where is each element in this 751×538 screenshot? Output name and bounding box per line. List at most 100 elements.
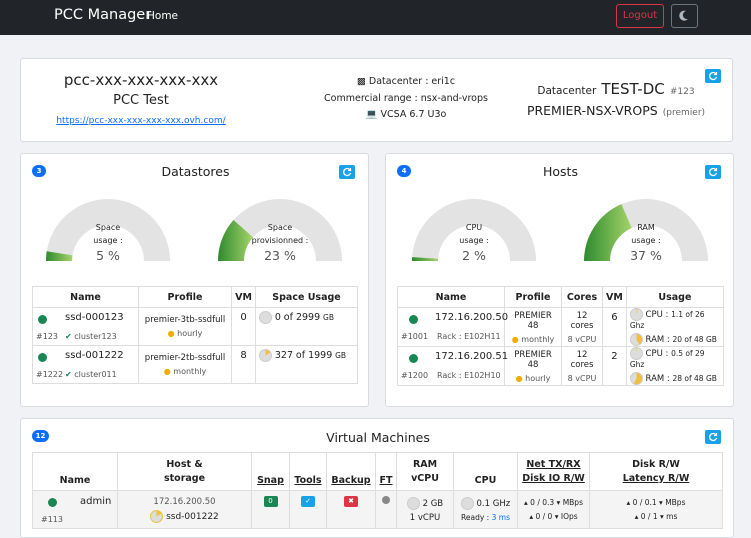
laptop-icon: 💻 [365, 109, 381, 120]
vm-host[interactable]: 172.16.200.50 [153, 496, 216, 507]
gauge-track [218, 199, 342, 261]
snap-count-badge[interactable]: 0 [263, 496, 278, 507]
col-ram-vcpu[interactable]: RAM vCPU [396, 452, 454, 491]
vm-id: #113 [41, 514, 63, 524]
datastores-refresh-button[interactable] [339, 165, 355, 179]
vm-storage[interactable]: ssd-001222 [166, 511, 219, 522]
datastores-count-badge: 3 [32, 165, 46, 177]
host-billing: ● monthly [508, 335, 558, 344]
ram-label: RAM : [645, 374, 670, 384]
hosts-title: Hosts [543, 164, 578, 179]
cpu-value: 0.5 of 29 Ghz [629, 349, 705, 369]
host-rack: Rack : E102H10 [437, 371, 501, 380]
vms-refresh-button[interactable] [705, 430, 721, 444]
disk-header-line2: Latency R/W [622, 473, 690, 484]
status-ok-icon [38, 314, 47, 324]
col-name[interactable]: Name [397, 286, 505, 308]
col-name[interactable]: Name [32, 452, 118, 491]
table-row[interactable]: ssd-000123 #123 ✔ cluster123 premier-3tb… [32, 307, 358, 346]
col-ft[interactable]: FT [375, 452, 397, 491]
col-cores[interactable]: Cores [561, 286, 603, 308]
virtual-machines-card: 12 Virtual Machines Name Host & storage S… [20, 418, 734, 538]
space-usage-label1: Space [95, 223, 121, 232]
status-ok-icon [409, 315, 418, 324]
datastore-name[interactable]: ssd-000123 [65, 311, 124, 323]
dc-prefix: Datacenter [537, 85, 597, 97]
refresh-icon [709, 167, 718, 177]
host-id: #1200 [401, 371, 429, 380]
coin-icon: ● [163, 367, 174, 376]
cpu-pie-icon [629, 308, 643, 321]
datastore-billing: ● hourly [142, 329, 228, 338]
hosts-card: 4 Hosts CPU usage : 2 % RAM usage : 37 %… [385, 153, 734, 407]
backup-disabled-icon[interactable]: ✖ [344, 496, 358, 507]
dark-mode-button[interactable] [671, 4, 698, 28]
col-host-storage[interactable]: Host & storage [117, 452, 252, 491]
datastores-title: Datastores [161, 164, 230, 179]
coin-icon: ● [511, 334, 522, 344]
datastore-id: #123 [36, 331, 58, 341]
dc-id: #123 [669, 87, 695, 97]
gauge-fill [584, 204, 632, 261]
col-cpu[interactable]: CPU [453, 452, 518, 491]
table-row[interactable]: admin #113 172.16.200.50 ssd-001222 0 ✓ … [32, 490, 723, 529]
space-unit: GB [323, 313, 334, 322]
datastore-billing: ● monthly [142, 367, 228, 376]
ram-pie-icon [406, 496, 420, 510]
refresh-icon [343, 167, 352, 177]
col-vm[interactable]: VM [231, 286, 256, 308]
col-backup[interactable]: Backup [326, 452, 376, 491]
ft-status-icon [382, 496, 390, 504]
col-snap[interactable]: Snap [251, 452, 290, 491]
cpu-label: CPU : [645, 349, 669, 359]
col-space-usage[interactable]: Space Usage [255, 286, 358, 308]
nav-home-link[interactable]: Home [147, 10, 179, 22]
datastore-cluster: ✔ cluster123 [65, 332, 117, 341]
datastore-name[interactable]: ssd-001222 [65, 349, 124, 361]
col-net-disk-io[interactable]: Net TX/RX Disk IO R/W [517, 452, 590, 491]
host-header-line2: storage [163, 473, 206, 484]
vm-name[interactable]: admin [80, 495, 112, 507]
col-usage[interactable]: Usage [625, 286, 725, 308]
summary-card: pcc-xxx-xxx-xxx-xxx PCC Test https://pcc… [20, 58, 733, 142]
col-tools[interactable]: Tools [289, 452, 327, 491]
cluster-name: cluster011 [74, 369, 117, 379]
col-profile[interactable]: Profile [504, 286, 562, 308]
space-used: 327 [274, 350, 294, 361]
col-profile[interactable]: Profile [138, 286, 232, 308]
space-total: of 2999 [283, 312, 321, 323]
pcc-url-link[interactable]: https://pcc-xxx-xxx-xxx-xxx.ovh.com/ [56, 116, 226, 126]
table-row[interactable]: ssd-001222 #1222 ✔ cluster011 premier-2t… [32, 345, 358, 384]
dc-range-name: PREMIER-NSX-VROPS [526, 103, 658, 118]
space-provisioned-value: 23 % [264, 248, 296, 263]
col-name[interactable]: Name [32, 286, 139, 308]
cluster-name: cluster123 [74, 331, 117, 341]
host-cores: 12 cores [570, 310, 594, 331]
status-ok-icon [48, 497, 57, 507]
cpu-usage-label2: usage : [459, 236, 489, 245]
space-provisioned-label1: Space [267, 223, 293, 232]
col-disk-latency[interactable]: Disk R/W Latency R/W [589, 452, 723, 491]
gauge-fill [412, 257, 439, 261]
usage-pie-icon [259, 311, 272, 324]
host-rack: Rack : E102H11 [437, 332, 501, 341]
datastores-card: 3 Datastores Space usage : 5 % Space pro… [20, 153, 369, 407]
logout-button[interactable]: Logout [616, 4, 664, 28]
host-name[interactable]: 172.16.200.51 [435, 351, 509, 362]
ram-header-line2: vCPU [411, 473, 439, 484]
summary-refresh-button[interactable] [705, 69, 721, 83]
table-row[interactable]: 172.16.200.51 #1200 Rack : E102H10 PREMI… [397, 346, 725, 386]
tools-ok-icon[interactable]: ✓ [301, 496, 315, 507]
coin-icon: ● [167, 329, 178, 338]
hosts-refresh-button[interactable] [705, 165, 721, 179]
datastore-profile: premier-3tb-ssdfull [144, 315, 226, 325]
billing-label: hourly [177, 329, 203, 338]
dc-range: PREMIER-NSX-VROPS (premier) [511, 100, 721, 119]
host-name[interactable]: 172.16.200.50 [435, 312, 509, 323]
host-vm-count: 6 [602, 307, 627, 347]
vms-count-badge: 12 [32, 430, 49, 442]
refresh-icon [709, 71, 718, 81]
brand-title[interactable]: PCC Manager [54, 7, 152, 23]
col-vm[interactable]: VM [602, 286, 627, 308]
table-row[interactable]: 172.16.200.50 #1001 Rack : E102H11 PREMI… [397, 307, 725, 347]
